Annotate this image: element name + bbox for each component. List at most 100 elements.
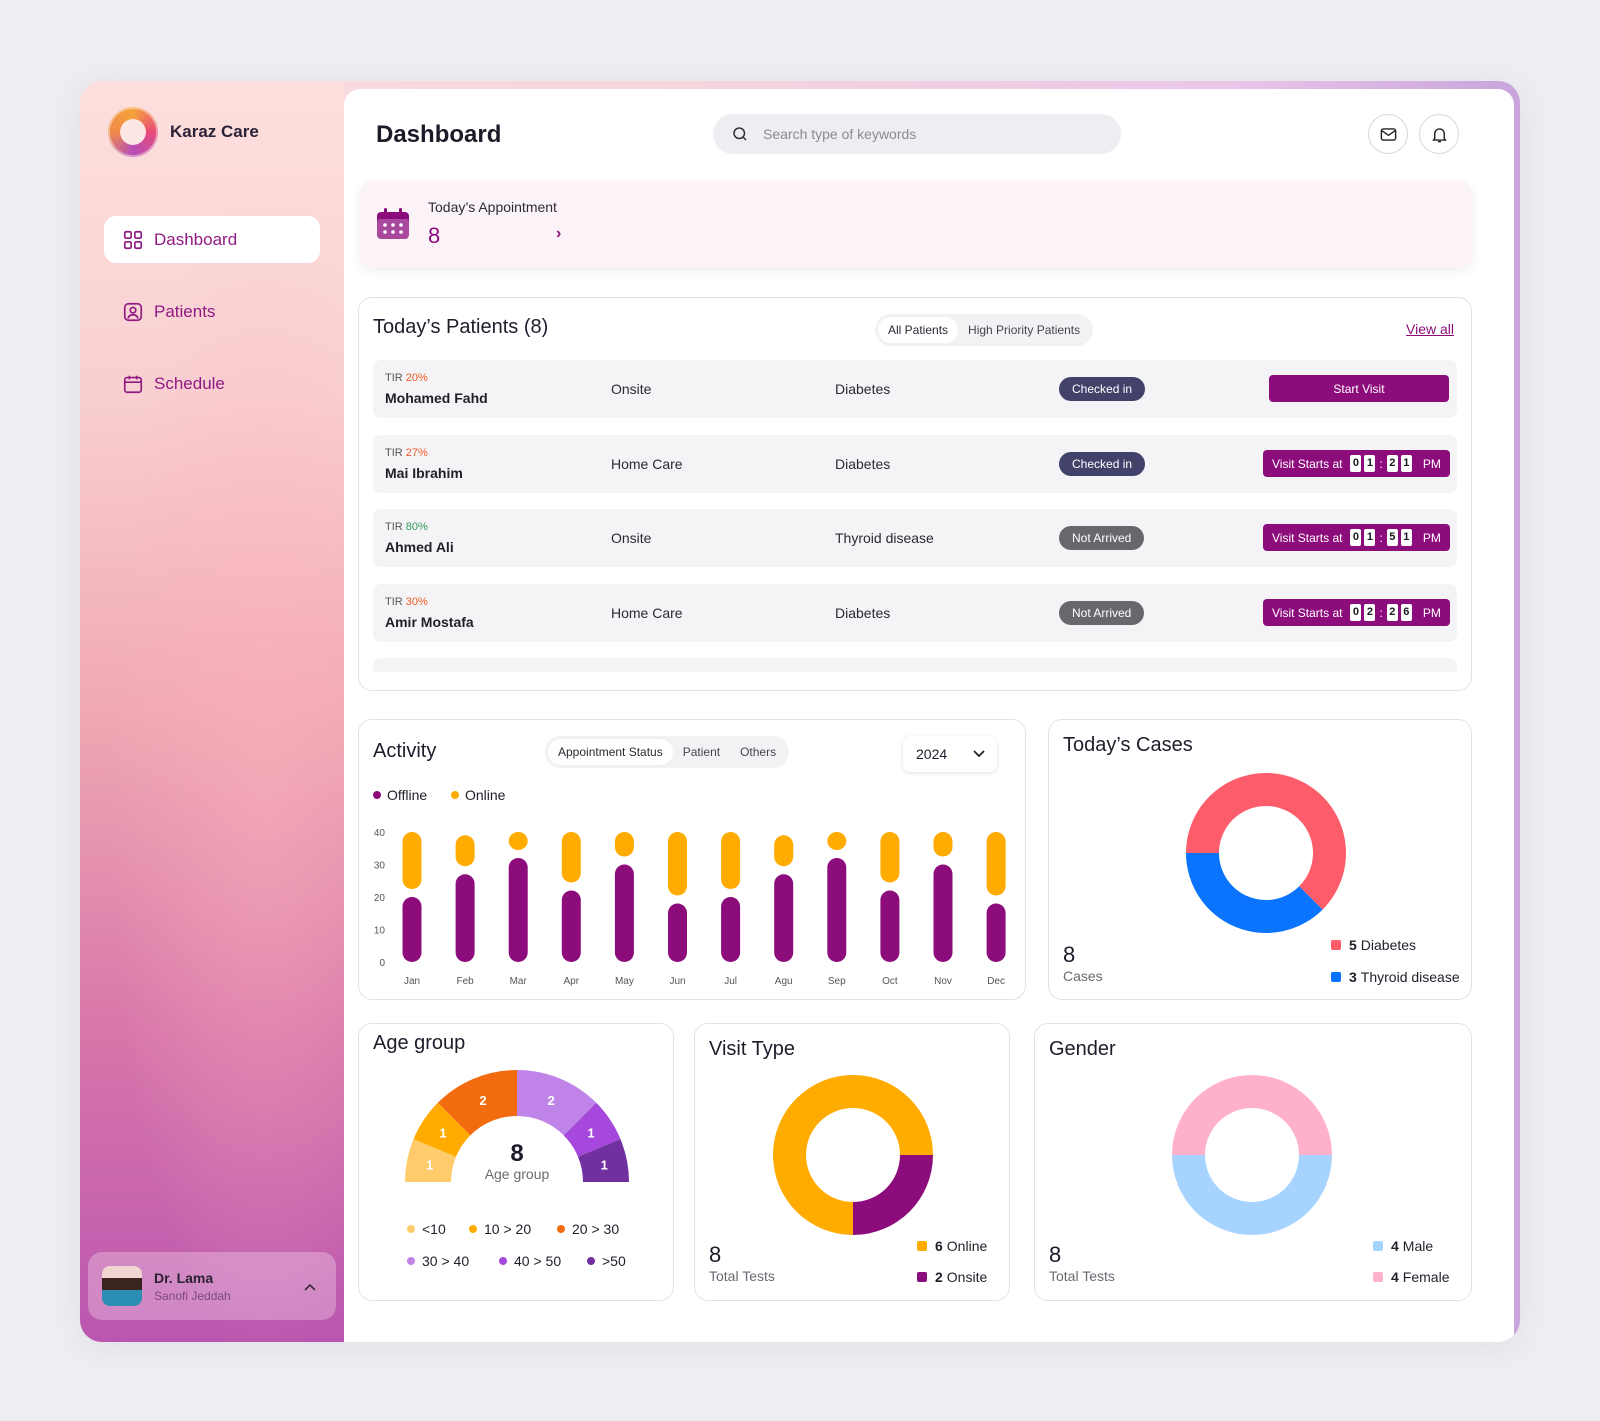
chevron-right-icon[interactable]: › bbox=[556, 225, 562, 242]
start-visit-button[interactable]: Start Visit bbox=[1269, 375, 1449, 402]
bar-online bbox=[986, 832, 1006, 896]
visit-type-count-label: Total Tests bbox=[709, 1268, 775, 1284]
notifications-button[interactable] bbox=[1419, 114, 1459, 154]
legend-online: Online bbox=[451, 787, 505, 803]
table-row[interactable]: TIR 80% Ahmed Ali Onsite Thyroid disease… bbox=[373, 509, 1457, 567]
x-tick-label: Jul bbox=[724, 976, 737, 987]
search-icon bbox=[733, 127, 747, 141]
age-group-title: Age group bbox=[373, 1032, 466, 1054]
legend-age-20-30: 20 > 30 bbox=[557, 1221, 619, 1237]
tir-value: TIR 80% bbox=[385, 521, 428, 533]
calendar-icon bbox=[377, 208, 409, 239]
age-slice-label: 2 bbox=[547, 1093, 554, 1108]
tab-others[interactable]: Others bbox=[740, 745, 777, 759]
x-tick-label: Agu bbox=[775, 976, 793, 987]
sidebar: Karaz Care Dashboard Patients Schedule D… bbox=[80, 81, 344, 1342]
donut-slice-thyroid-disease bbox=[1186, 853, 1323, 933]
tab-all-patients[interactable]: All Patients bbox=[878, 317, 959, 343]
bar-offline bbox=[561, 890, 581, 962]
sidebar-item-patients[interactable]: Patients bbox=[104, 288, 320, 335]
bar-offline bbox=[402, 897, 422, 962]
legend-age-10-20: 10 > 20 bbox=[469, 1221, 531, 1237]
view-all-link[interactable]: View all bbox=[1406, 321, 1454, 337]
patients-title: Today’s Patients (8) bbox=[373, 316, 549, 338]
bar-offline bbox=[933, 864, 953, 962]
age-group-card: Age group 1 1 2 2 1 1 8 Age group <10 10 > 20… bbox=[358, 1023, 674, 1301]
bar-online bbox=[561, 832, 581, 883]
age-slice-label: 2 bbox=[479, 1093, 486, 1108]
bar-online bbox=[668, 832, 687, 896]
tab-patient[interactable]: Patient bbox=[682, 745, 721, 759]
bar-offline bbox=[721, 897, 741, 962]
donut-slice-male bbox=[1172, 1075, 1332, 1155]
search-input[interactable] bbox=[763, 126, 1083, 142]
bar-online bbox=[402, 832, 422, 889]
sidebar-item-dashboard[interactable]: Dashboard bbox=[104, 216, 320, 263]
messages-button[interactable] bbox=[1368, 114, 1408, 154]
user-square-icon bbox=[123, 302, 143, 321]
sidebar-nav: Dashboard Patients Schedule bbox=[104, 216, 320, 432]
gender-title: Gender bbox=[1049, 1038, 1116, 1060]
bar-offline bbox=[774, 874, 794, 962]
activity-title: Activity bbox=[373, 740, 437, 762]
appointment-count: 8 bbox=[428, 223, 441, 248]
x-tick-label: Apr bbox=[564, 976, 580, 987]
table-row[interactable]: TIR 27% Mai Ibrahim Home Care Diabetes C… bbox=[373, 435, 1457, 493]
visit-type: Home Care bbox=[611, 456, 683, 472]
age-slice-label: 1 bbox=[439, 1126, 446, 1141]
legend-age-under-10: <10 bbox=[407, 1221, 446, 1237]
gender-donut-chart bbox=[1172, 1075, 1332, 1235]
tab-appointment-status[interactable]: Appointment Status bbox=[548, 739, 673, 765]
bar-online bbox=[614, 832, 634, 857]
patient-name: Mohamed Fahd bbox=[385, 390, 488, 406]
bar-offline bbox=[455, 874, 475, 962]
age-slice bbox=[437, 1070, 517, 1136]
year-select[interactable]: 2024 bbox=[903, 736, 997, 772]
main-content: Dashboard Today’s Appointment 8 › Today’… bbox=[344, 89, 1514, 1342]
diagnosis: Diabetes bbox=[835, 381, 891, 397]
appointment-label: Today’s Appointment bbox=[428, 199, 557, 215]
legend-female: 4 Female bbox=[1373, 1269, 1449, 1285]
table-row[interactable]: TIR 30% Amir Mostafa Home Care Diabetes … bbox=[373, 584, 1457, 642]
y-tick-label: 0 bbox=[379, 958, 385, 969]
todays-cases-card: Today’s Cases 8 Cases 5 Diabetes 3 Thyroid… bbox=[1048, 719, 1472, 1000]
todays-appointment-card: Today’s Appointment 8 › bbox=[360, 181, 1472, 268]
age-slice bbox=[563, 1102, 621, 1157]
age-group-count: 8 bbox=[510, 1140, 524, 1167]
bar-online bbox=[455, 835, 475, 867]
brand: Karaz Care bbox=[108, 107, 259, 157]
chevron-up-icon[interactable] bbox=[304, 1278, 316, 1294]
tab-high-priority[interactable]: High Priority Patients bbox=[968, 323, 1081, 337]
diagnosis: Diabetes bbox=[835, 456, 891, 472]
page-title: Dashboard bbox=[376, 121, 502, 148]
user-name: Dr. Lama bbox=[154, 1269, 214, 1286]
age-slice bbox=[413, 1102, 471, 1157]
cases-title: Today’s Cases bbox=[1063, 734, 1193, 756]
app-window: Karaz Care Dashboard Patients Schedule D… bbox=[80, 81, 1520, 1342]
x-tick-label: Mar bbox=[510, 976, 528, 987]
sidebar-item-schedule[interactable]: Schedule bbox=[104, 360, 320, 407]
visit-type: Onsite bbox=[611, 381, 652, 397]
legend-onsite: 2 Onsite bbox=[917, 1269, 987, 1285]
y-tick-label: 40 bbox=[374, 828, 386, 839]
visit-type-donut-chart bbox=[773, 1075, 933, 1235]
bar-offline bbox=[827, 858, 847, 962]
x-tick-label: Jun bbox=[669, 976, 685, 987]
activity-card: Activity Appointment Status Patient Othe… bbox=[358, 719, 1026, 1000]
table-row[interactable]: TIR 20% Mohamed Fahd Onsite Diabetes Che… bbox=[373, 360, 1457, 418]
x-tick-label: Oct bbox=[882, 976, 898, 987]
bar-online bbox=[827, 832, 847, 850]
patient-name: Ahmed Ali bbox=[385, 539, 454, 555]
bar-offline bbox=[668, 903, 687, 962]
user-profile-card[interactable]: Dr. Lama Sanofi Jeddah bbox=[88, 1252, 336, 1320]
cases-donut-chart bbox=[1186, 773, 1346, 933]
x-tick-label: Sep bbox=[828, 976, 846, 987]
search-bar[interactable] bbox=[713, 114, 1121, 154]
table-row-partial bbox=[373, 658, 1457, 672]
chevron-down-icon bbox=[973, 750, 985, 758]
donut-slice-online bbox=[773, 1075, 933, 1235]
age-slice bbox=[517, 1070, 597, 1136]
